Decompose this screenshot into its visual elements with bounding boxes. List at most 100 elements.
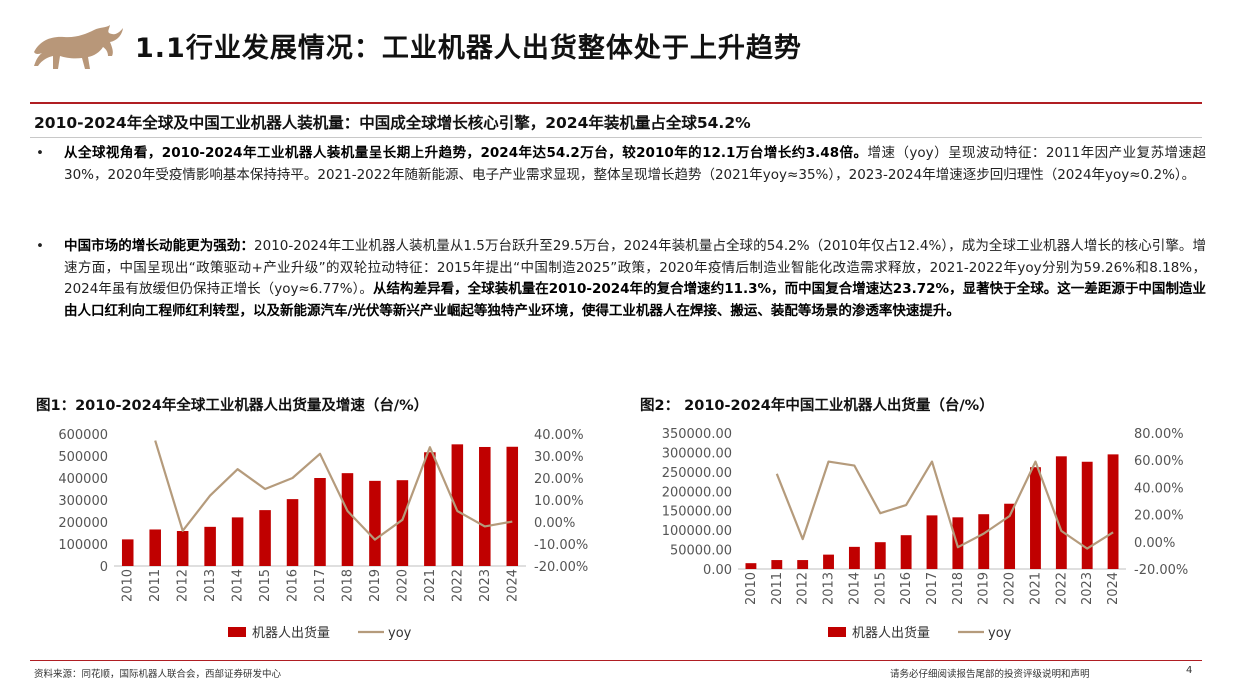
x-tick-label: 2019 [977,572,992,605]
x-tick-label: 2013 [203,569,218,602]
bar-2014 [231,517,244,566]
left-axis-tick-label: 400000 [58,472,108,487]
bar-2016 [286,499,299,566]
x-tick-label: 2019 [368,569,383,602]
x-tick-label: 2014 [231,569,246,602]
right-axis-tick-label: 0.00% [534,516,575,531]
bull-logo-icon [34,25,123,69]
bar-2024 [506,446,519,566]
section-subtitle: 2010-2024年全球及中国工业机器人装机量：中国成全球增长核心引擎，2024… [34,114,751,132]
right-axis-tick-label: -10.00% [534,538,588,553]
left-axis-tick-label: 50000.00 [670,544,732,559]
bar-2022 [451,444,464,566]
x-tick-label: 2017 [313,569,328,602]
bar-2013 [204,526,216,566]
x-tick-label: 2021 [423,569,438,602]
x-tick-label: 2018 [340,569,355,602]
right-axis-tick-label: -20.00% [534,560,588,575]
bar-2018 [341,473,354,566]
right-axis-tick-label: 10.00% [534,494,584,509]
bar-2020 [1004,503,1016,569]
bar-2010 [121,539,134,566]
x-tick-label: 2012 [176,569,191,602]
left-axis-tick-label: 200000 [58,516,108,531]
legend-bar-swatch [228,627,246,637]
x-tick-label: 2023 [478,569,493,602]
legend-line-label: yoy [388,626,412,641]
subtitle-divider [30,137,1202,138]
bullet-dot: • [36,145,44,161]
bar-2021 [424,452,436,566]
bullet-dot: • [36,238,44,254]
left-axis-tick-label: 500000 [58,450,108,465]
figure-2-chart: 0.00 50000.00 100000.00 150000.00 200000.00 2… [662,427,1189,641]
legend-bar-label: 机器人出货量 [852,625,930,641]
bar-2017 [314,478,326,566]
right-axis-tick-label: 0.00% [1134,536,1175,551]
bar-2012 [176,531,189,566]
x-tick-label: 2022 [1054,572,1069,605]
page-number: 4 [1186,665,1193,676]
x-tick-label: 2014 [847,572,862,605]
x-tick-label: 2011 [770,572,785,605]
bar-2016 [900,535,912,569]
bar-2015 [874,542,886,569]
bar-2010 [745,563,757,569]
bar-2023 [1081,461,1093,569]
yoy-line [775,460,1114,550]
x-tick-label: 2023 [1080,572,1095,605]
bar-2024 [1107,454,1119,569]
x-tick-label: 2012 [796,572,811,605]
left-axis-tick-label: 300000 [58,494,108,509]
bullet-body: 增速（yoy）呈现波动特征：2011年因产业复苏增速超30%，2020年受疫情影… [64,145,1206,183]
legend-bar-label: 机器人出货量 [252,625,330,641]
x-tick-label: 2013 [822,572,837,605]
bullet-body: 2010-2024年工业机器人装机量从1.5万台跃升至29.5万台，2024年装… [64,238,1206,297]
bar-2013 [823,554,834,569]
bar-2014 [848,546,860,569]
left-axis-tick-label: 350000.00 [662,427,732,442]
figure-1-chart: 0 100000 200000 300000 400000 500000 600000 -20… [58,428,588,641]
figure-1-title: 图1：2010-2024年全球工业机器人出货量及增速（台/%） [36,398,429,414]
right-axis-tick-label: 80.00% [1134,427,1184,442]
bar-2023 [479,446,491,566]
bar-2011 [771,560,783,569]
right-axis-tick-label: -20.00% [1134,563,1188,578]
x-tick-label: 2016 [286,569,301,602]
left-axis-tick-label: 200000.00 [662,485,732,500]
bullet-lead: 从全球视角看，2010-2024年工业机器人装机量呈长期上升趋势，2024年达5… [64,145,868,161]
right-axis-tick-label: 30.00% [534,450,584,465]
x-tick-label: 2015 [873,572,888,605]
bar-2015 [259,510,271,566]
yoy-line [154,440,513,541]
x-tick-label: 2024 [505,569,520,602]
page-title: 1.1行业发展情况：工业机器人出货整体处于上升趋势 [135,33,802,64]
bar-2018 [952,517,964,569]
source-note: 资料来源：同花顺，国际机器人联合会，西部证券研发中心 [34,669,282,680]
x-tick-label: 2018 [951,572,966,605]
x-tick-label: 2010 [744,572,759,605]
bullet-paragraph-global: • 从全球视角看，2010-2024年工业机器人装机量呈长期上升趋势，2024年… [36,143,1206,186]
bar-2022 [1055,456,1067,569]
footer-divider [30,660,1202,661]
right-axis-tick-label: 20.00% [534,472,584,487]
title-divider [30,102,1202,104]
left-axis-tick-label: 150000.00 [662,505,732,520]
bullet-lead: 中国市场的增长动能更为强劲： [64,238,255,254]
bar-2019 [978,514,990,569]
bullet-paragraph-china: • 中国市场的增长动能更为强劲：2010-2024年工业机器人装机量从1.5万台… [36,236,1206,322]
left-axis-tick-label: 0 [100,560,108,575]
left-axis-tick-label: 0.00 [703,563,732,578]
left-axis-tick-label: 250000.00 [662,466,732,481]
right-axis-tick-label: 20.00% [1134,509,1184,524]
bar-2019 [369,480,381,566]
left-axis-tick-label: 300000.00 [662,446,732,461]
legend-bar-swatch [828,627,846,637]
legend-line-label: yoy [988,626,1012,641]
right-axis-tick-label: 60.00% [1134,454,1184,469]
x-tick-label: 2011 [148,569,163,602]
right-axis-tick-label: 40.00% [1134,481,1184,496]
x-tick-label: 2022 [450,569,465,602]
bar-2012 [797,560,809,569]
bar-2011 [149,529,161,566]
